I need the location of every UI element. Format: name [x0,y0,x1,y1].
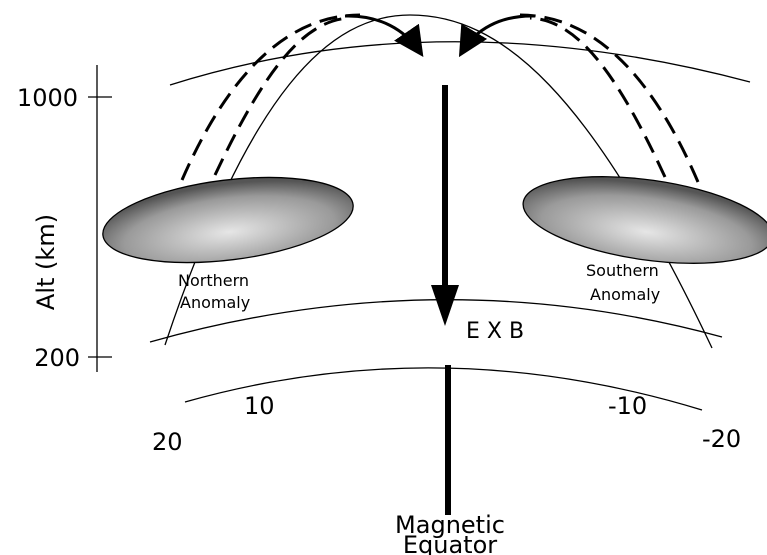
field-line [164,14,713,349]
dashed-path [213,16,351,176]
arc [169,41,751,86]
equator-label: Magnetic [395,511,505,539]
arrow [458,14,536,58]
anomaly-cloud [522,176,767,264]
anomaly-label: Northern [178,271,249,290]
dashed-path [519,13,700,183]
latitude-label: 10 [244,392,275,420]
latitude-label: -20 [702,425,741,453]
arrow [344,14,424,57]
dashed-path [529,16,667,178]
tick-label: 200 [34,344,80,372]
arrow-head [431,285,459,326]
tick-label: 1000 [17,84,78,112]
anomaly-label: Southern [586,261,659,280]
anomaly-cloud [102,176,354,264]
drift-label: E X B [466,319,524,344]
anomaly-label: Anomaly [590,285,660,304]
axis-label: Alt (km) [32,214,60,310]
latitude-label: 20 [152,428,183,456]
dashed-path [180,13,361,181]
equator-label: Equator [403,531,497,555]
anomaly-label: Anomaly [180,293,250,312]
arc [184,367,703,411]
latitude-label: -10 [608,392,647,420]
